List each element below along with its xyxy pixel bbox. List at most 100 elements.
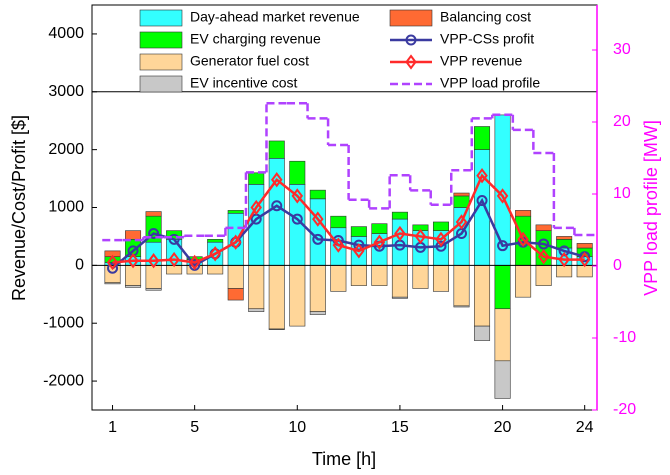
point-marker bbox=[394, 225, 406, 242]
point-marker bbox=[271, 200, 283, 212]
bar-segment bbox=[227, 210, 244, 214]
point-marker bbox=[271, 172, 283, 188]
bar-segment bbox=[227, 212, 244, 266]
bar-segment bbox=[350, 265, 367, 286]
y2-tick-label: 0 bbox=[613, 257, 622, 274]
bar-segment bbox=[371, 265, 388, 286]
point-marker bbox=[476, 168, 488, 184]
bar-segment bbox=[104, 282, 121, 285]
legend-label: Balancing cost bbox=[440, 9, 531, 25]
series-line bbox=[111, 197, 586, 270]
point-marker bbox=[517, 231, 529, 247]
bar-segment bbox=[474, 265, 491, 327]
point-marker bbox=[250, 199, 262, 216]
bar-segment bbox=[494, 308, 511, 362]
bar-segment bbox=[576, 243, 593, 249]
legend-label: Day-ahead market revenue bbox=[190, 9, 360, 25]
bar-segment bbox=[145, 265, 162, 289]
x-tick-label: 10 bbox=[288, 419, 306, 436]
bar-segment bbox=[556, 236, 573, 240]
point-marker bbox=[435, 231, 447, 247]
bar-segment bbox=[494, 360, 511, 399]
bar-segment bbox=[248, 308, 265, 312]
bar-segment bbox=[391, 211, 408, 220]
point-marker bbox=[537, 249, 550, 265]
bar-segment bbox=[515, 210, 532, 217]
bar-segment bbox=[453, 305, 470, 308]
bar-segment bbox=[207, 239, 224, 243]
legend-swatch bbox=[139, 31, 183, 49]
bar-segment bbox=[145, 288, 162, 291]
bar-segment bbox=[227, 265, 244, 289]
point-marker bbox=[373, 234, 386, 250]
y2-tick-label: 20 bbox=[613, 113, 631, 130]
bar-segment bbox=[125, 230, 142, 240]
y-tick-label: 2000 bbox=[48, 141, 84, 158]
y-axis-label: Revenue/Cost/Profit [$] bbox=[9, 115, 29, 301]
y2-tick-label: 30 bbox=[613, 41, 631, 58]
x-tick-label: 24 bbox=[576, 419, 594, 436]
bar-segment bbox=[371, 223, 388, 234]
y-tick-label: 4000 bbox=[48, 25, 84, 42]
legend-label: VPP load profile bbox=[440, 75, 540, 91]
bar-segment bbox=[309, 189, 326, 200]
point-marker bbox=[147, 253, 160, 269]
point-marker bbox=[455, 214, 468, 230]
bar-segment bbox=[391, 296, 408, 299]
legend-label: Generator fuel cost bbox=[190, 53, 309, 69]
point-marker bbox=[332, 237, 345, 253]
point-marker bbox=[106, 254, 119, 271]
point-marker bbox=[312, 211, 324, 227]
point-marker bbox=[291, 213, 303, 225]
point-marker bbox=[578, 251, 591, 268]
legend-label: VPP-CSs profit bbox=[440, 31, 534, 47]
legend-swatch bbox=[139, 53, 183, 71]
bar-segment bbox=[453, 265, 470, 307]
legend-swatch bbox=[139, 9, 183, 27]
point-marker bbox=[291, 188, 304, 204]
y-tick-label: 1000 bbox=[48, 199, 84, 216]
bar-segment bbox=[289, 160, 306, 185]
x-tick-label: 20 bbox=[494, 419, 512, 436]
point-marker bbox=[209, 246, 221, 262]
bar-segment bbox=[412, 265, 429, 289]
bar-segment bbox=[268, 265, 285, 330]
y-tick-label: -1000 bbox=[43, 314, 84, 331]
legend-swatch bbox=[389, 9, 433, 27]
bar-segment bbox=[330, 215, 347, 229]
bar-segment bbox=[227, 288, 244, 301]
y-tick-label: -2000 bbox=[43, 372, 84, 389]
bar-segment bbox=[474, 126, 491, 150]
point-marker bbox=[558, 245, 570, 257]
point-marker bbox=[353, 243, 365, 259]
bar-segment bbox=[535, 265, 552, 286]
bar-segment bbox=[145, 211, 162, 217]
y2-tick-label: -20 bbox=[613, 401, 636, 418]
y-tick-label: 3000 bbox=[48, 83, 84, 100]
point-marker bbox=[476, 195, 488, 207]
bar-segment bbox=[309, 311, 326, 315]
bar-segment bbox=[248, 265, 265, 310]
legend-label: EV incentive cost bbox=[190, 75, 297, 91]
bar-segment bbox=[207, 265, 224, 275]
x-tick-label: 5 bbox=[190, 419, 199, 436]
point-marker bbox=[435, 240, 447, 252]
point-marker bbox=[127, 253, 139, 269]
bar-segment bbox=[248, 172, 265, 185]
bar-segment bbox=[309, 265, 326, 312]
point-marker bbox=[538, 238, 550, 250]
bar-segment bbox=[330, 265, 347, 292]
bar-segment bbox=[268, 328, 285, 330]
bar-segment bbox=[453, 192, 470, 197]
point-marker bbox=[414, 228, 427, 245]
x-axis-label: Time [h] bbox=[312, 449, 376, 469]
y2-axis-label: VPP load profile [MW] bbox=[641, 120, 661, 296]
y-tick-label: 0 bbox=[75, 257, 84, 274]
bar-segment bbox=[474, 325, 491, 341]
legend-label: EV charging revenue bbox=[190, 31, 321, 47]
y2-tick-label: -10 bbox=[613, 329, 636, 346]
bar-segment bbox=[432, 221, 449, 231]
legend-swatch bbox=[139, 75, 183, 93]
point-marker bbox=[148, 228, 160, 240]
